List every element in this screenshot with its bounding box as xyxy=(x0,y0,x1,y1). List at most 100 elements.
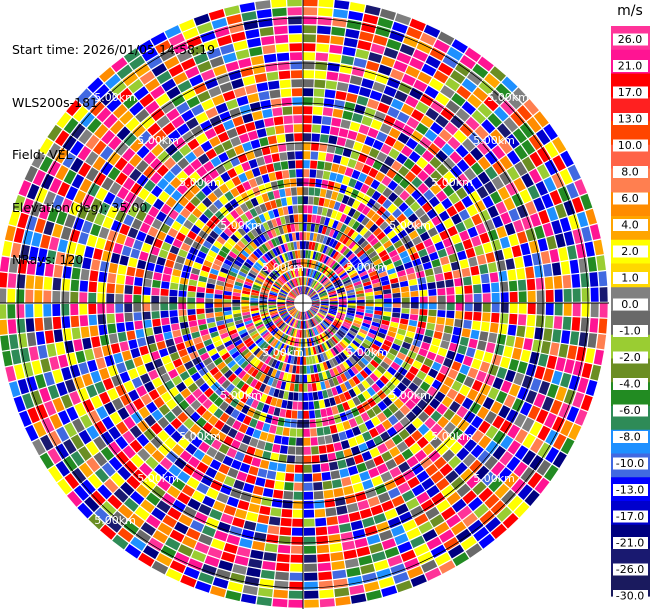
velocity-gate xyxy=(144,361,155,372)
velocity-gate xyxy=(406,455,419,468)
velocity-gate xyxy=(343,279,352,285)
velocity-gate xyxy=(307,289,313,296)
velocity-gate xyxy=(178,348,188,358)
velocity-gate xyxy=(277,297,286,301)
velocity-gate xyxy=(459,336,469,347)
velocity-gate xyxy=(385,214,396,225)
velocity-gate xyxy=(134,277,143,287)
velocity-gate xyxy=(411,484,425,497)
velocity-gate xyxy=(213,357,223,366)
velocity-gate xyxy=(90,223,101,237)
velocity-gate xyxy=(418,521,433,534)
velocity-gate xyxy=(262,404,270,414)
velocity-gate xyxy=(148,470,162,484)
velocity-gate xyxy=(277,321,284,328)
velocity-gate xyxy=(122,177,135,191)
velocity-gate xyxy=(317,391,324,400)
velocity-gate xyxy=(306,356,310,365)
velocity-gate xyxy=(248,465,259,476)
velocity-gate xyxy=(416,491,430,505)
velocity-gate xyxy=(43,371,55,386)
velocity-gate xyxy=(21,198,34,214)
velocity-gate xyxy=(213,144,225,155)
velocity-gate xyxy=(115,313,124,323)
velocity-gate xyxy=(156,256,166,266)
velocity-gate xyxy=(193,52,209,65)
velocity-gate xyxy=(287,327,292,335)
velocity-gate xyxy=(124,359,135,371)
velocity-gate xyxy=(489,89,505,105)
velocity-gate xyxy=(37,248,48,263)
velocity-gate xyxy=(195,361,205,371)
velocity-gate xyxy=(420,456,433,469)
velocity-gate xyxy=(340,440,350,450)
velocity-gate xyxy=(214,289,223,295)
velocity-gate xyxy=(511,193,524,207)
velocity-gate xyxy=(279,408,287,418)
velocity-gate xyxy=(304,286,308,295)
velocity-gate xyxy=(107,494,123,510)
velocity-gate xyxy=(266,230,274,239)
velocity-gate xyxy=(544,141,559,158)
velocity-gate xyxy=(177,544,194,557)
velocity-gate xyxy=(225,282,234,288)
velocity-gate xyxy=(386,168,397,179)
velocity-gate xyxy=(341,175,351,186)
velocity-gate xyxy=(258,352,266,361)
velocity-gate xyxy=(464,47,482,62)
velocity-gate xyxy=(356,191,365,202)
velocity-gate xyxy=(135,108,150,123)
velocity-gate xyxy=(355,223,365,233)
velocity-gate xyxy=(191,241,202,250)
velocity-gate xyxy=(319,454,329,463)
velocity-gate xyxy=(506,409,519,423)
velocity-gate xyxy=(423,220,435,231)
velocity-gate xyxy=(366,209,376,219)
velocity-gate xyxy=(121,245,132,257)
velocity-gate xyxy=(321,277,328,284)
velocity-gate xyxy=(303,365,307,374)
velocity-gate xyxy=(100,446,115,461)
velocity-gate xyxy=(188,456,201,468)
velocity-gate xyxy=(167,485,181,499)
velocity-gate xyxy=(125,275,134,286)
velocity-gate xyxy=(122,430,136,444)
velocity-gate xyxy=(391,317,400,323)
velocity-gate xyxy=(431,234,442,244)
velocity-gate xyxy=(230,267,239,274)
velocity-gate xyxy=(235,206,244,216)
velocity-gate xyxy=(57,182,70,197)
velocity-gate xyxy=(251,368,259,378)
velocity-gate xyxy=(237,274,246,281)
velocity-gate xyxy=(436,443,449,456)
velocity-gate xyxy=(346,19,362,30)
velocity-gate xyxy=(386,230,397,240)
velocity-gate xyxy=(391,254,401,263)
velocity-gate xyxy=(226,321,235,328)
velocity-gate xyxy=(223,505,237,516)
velocity-gate xyxy=(25,289,34,303)
velocity-gate xyxy=(107,167,121,181)
velocity-gate xyxy=(182,333,192,342)
colorbar-tick-label: -13.0 xyxy=(616,484,644,497)
velocity-gate xyxy=(192,146,205,158)
velocity-gate xyxy=(176,364,187,375)
velocity-gate xyxy=(379,8,396,21)
velocity-gate xyxy=(148,369,159,381)
velocity-gate xyxy=(384,438,396,450)
velocity-gate xyxy=(446,295,455,303)
velocity-gate xyxy=(324,317,333,324)
velocity-gate xyxy=(294,310,299,318)
velocity-gate xyxy=(280,289,288,294)
velocity-gate xyxy=(464,438,477,452)
velocity-gate xyxy=(94,468,109,483)
velocity-gate xyxy=(170,351,180,362)
velocity-gate xyxy=(496,506,513,522)
velocity-gate xyxy=(331,163,340,173)
velocity-gate xyxy=(56,381,68,397)
velocity-gate xyxy=(331,191,339,201)
velocity-gate xyxy=(303,52,316,61)
velocity-gate xyxy=(344,380,352,390)
velocity-gate xyxy=(454,319,463,328)
velocity-gate xyxy=(271,218,278,228)
